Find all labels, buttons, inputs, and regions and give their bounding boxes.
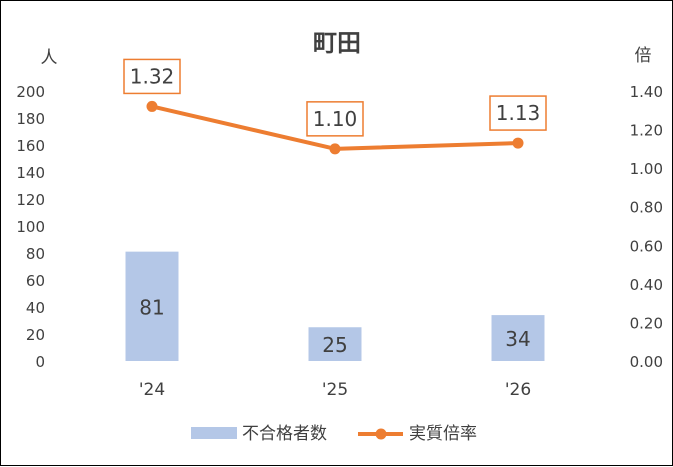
right-tick-label: 0.80 [630,199,663,217]
bar-label: 81 [139,295,164,319]
left-tick-label: 100 [16,218,45,236]
line-data-labels: 1.32 1.10 1.13 [123,58,547,137]
line-label: 1.13 [496,101,541,125]
right-tick-label: 0.20 [630,314,663,332]
right-axis-unit: 倍 [635,46,652,66]
line-point [512,137,524,149]
x-tick-label: '26 [505,380,531,400]
left-axis-unit: 人 [41,48,58,68]
bar [491,315,545,361]
bar [125,251,179,361]
right-tick-label: 0.00 [630,353,663,371]
x-tick-label: '25 [322,380,348,400]
left-tick-label: 40 [26,299,45,317]
bar [308,327,362,361]
x-tick-label: '24 [139,380,165,400]
bar-label: 25 [322,333,347,357]
bar-series [125,251,545,361]
legend-line-marker [375,428,387,440]
left-tick-label: 180 [16,110,45,128]
left-tick-label: 140 [16,164,45,182]
left-tick-label: 60 [26,272,45,290]
line-label-box [123,58,181,95]
left-tick-label: 0 [35,353,45,371]
right-axis-ticks: 0.00 0.20 0.40 0.60 0.80 1.00 1.20 1.40 [630,83,663,371]
line-label-box [306,101,364,137]
legend-bar-label: 不合格者数 [242,424,327,444]
legend: 不合格者数 実質倍率 [191,424,477,444]
line-label-box [489,95,547,131]
line-label: 1.32 [130,64,175,88]
chart-title: 町田 [313,29,361,57]
left-axis-ticks: 0 20 40 60 80 100 120 140 160 180 200 [16,83,45,371]
bar-data-labels: 81 25 34 [139,295,530,357]
line-point [329,143,341,155]
left-tick-label: 120 [16,191,45,209]
left-tick-label: 160 [16,137,45,155]
line-label: 1.10 [313,107,358,131]
left-tick-label: 200 [16,83,45,101]
x-axis-ticks: '24 '25 '26 [139,380,531,400]
right-tick-label: 0.60 [630,237,663,255]
right-tick-label: 1.00 [630,160,663,178]
right-tick-label: 0.40 [630,276,663,294]
legend-line-label: 実質倍率 [409,424,477,444]
left-tick-label: 80 [26,245,45,263]
line-series [146,100,524,155]
left-tick-label: 20 [26,326,45,344]
legend-bar-swatch [191,427,237,439]
right-tick-label: 1.40 [630,83,663,101]
bar-label: 34 [505,327,530,351]
line-point [146,100,158,112]
right-tick-label: 1.20 [630,122,663,140]
